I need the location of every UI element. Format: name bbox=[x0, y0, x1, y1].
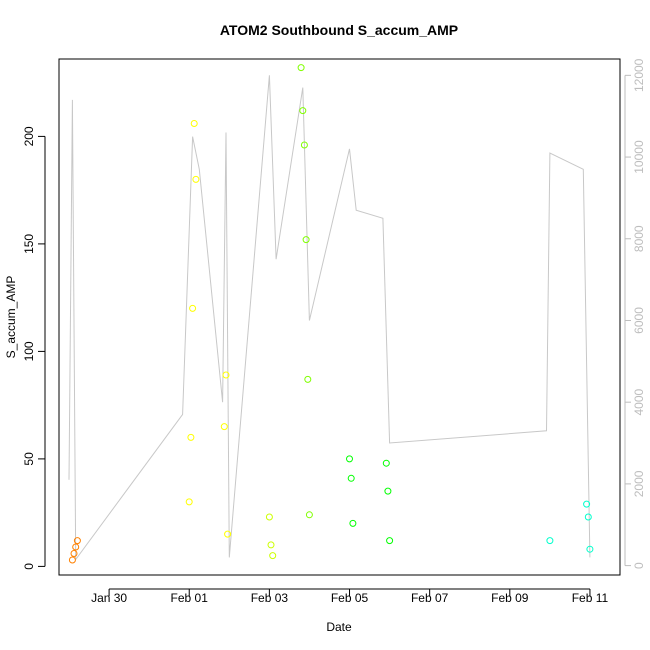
series-4 bbox=[297, 64, 313, 519]
y-tick-label: 0 bbox=[22, 563, 36, 570]
y2-tick-label: 6000 bbox=[632, 307, 646, 334]
y-tick-label: 200 bbox=[22, 126, 36, 146]
y-tick-label: 50 bbox=[22, 452, 36, 466]
plot-frame bbox=[58, 58, 621, 576]
series-6 bbox=[546, 500, 594, 553]
x-tick-label: Feb 07 bbox=[411, 591, 449, 605]
y2-tick-label: 8000 bbox=[632, 225, 646, 252]
axes-layer: 0 50 100 150 200 Jan 30 Feb 01 Feb 03 Feb 05 Feb … bbox=[22, 58, 646, 605]
data-point bbox=[224, 530, 232, 538]
secondary-series-line bbox=[68, 75, 591, 562]
data-point bbox=[297, 64, 305, 72]
y2-tick-label: 12000 bbox=[632, 58, 646, 92]
y-tick-label: 100 bbox=[22, 341, 36, 361]
x-tick-label: Feb 03 bbox=[251, 591, 289, 605]
data-point bbox=[347, 474, 355, 482]
data-point bbox=[386, 537, 394, 545]
data-point bbox=[222, 371, 230, 379]
data-point bbox=[187, 433, 195, 441]
data-point bbox=[305, 511, 313, 519]
data-point bbox=[302, 236, 310, 244]
data-point bbox=[586, 545, 594, 553]
data-point bbox=[68, 556, 76, 564]
data-point bbox=[384, 487, 392, 495]
data-point bbox=[192, 175, 200, 183]
data-point bbox=[584, 513, 592, 521]
data-point bbox=[346, 455, 353, 463]
y2-tick-label: 0 bbox=[632, 562, 646, 569]
data-point bbox=[299, 107, 307, 115]
data-point bbox=[265, 513, 273, 521]
x-axis-label: Date bbox=[326, 620, 352, 634]
data-point bbox=[220, 423, 228, 431]
data-point bbox=[269, 552, 277, 560]
y-tick-label: 150 bbox=[22, 234, 36, 254]
series-5 bbox=[346, 455, 394, 545]
x-tick-label: Feb 11 bbox=[572, 591, 609, 605]
data-point bbox=[189, 304, 197, 312]
y-axis-label: S_accum_AMP bbox=[4, 276, 18, 359]
data-point bbox=[72, 543, 80, 551]
points-layer bbox=[68, 64, 594, 564]
y2-tick-label: 2000 bbox=[632, 470, 646, 497]
data-point bbox=[349, 519, 357, 527]
y2-tick-label: 4000 bbox=[632, 389, 646, 416]
secondary-series-layer bbox=[68, 75, 591, 562]
series-1 bbox=[68, 537, 81, 564]
series-2 bbox=[185, 120, 232, 538]
data-point bbox=[190, 120, 198, 127]
x-tick-label: Feb 01 bbox=[171, 591, 209, 605]
data-point bbox=[267, 541, 275, 549]
data-point bbox=[304, 375, 312, 383]
x-tick-label: Feb 09 bbox=[491, 591, 529, 605]
data-point bbox=[583, 500, 591, 508]
data-point bbox=[382, 459, 390, 467]
chart-title: ATOM2 Southbound S_accum_AMP bbox=[220, 22, 458, 38]
data-point bbox=[300, 141, 308, 149]
series-3 bbox=[265, 513, 277, 560]
y2-tick-label: 10000 bbox=[632, 140, 646, 174]
data-point bbox=[546, 537, 554, 545]
x-tick-label: Feb 05 bbox=[331, 591, 369, 605]
data-point bbox=[70, 550, 78, 557]
x-tick-label: Jan 30 bbox=[91, 591, 127, 605]
data-point bbox=[185, 498, 193, 506]
data-point bbox=[73, 537, 81, 545]
